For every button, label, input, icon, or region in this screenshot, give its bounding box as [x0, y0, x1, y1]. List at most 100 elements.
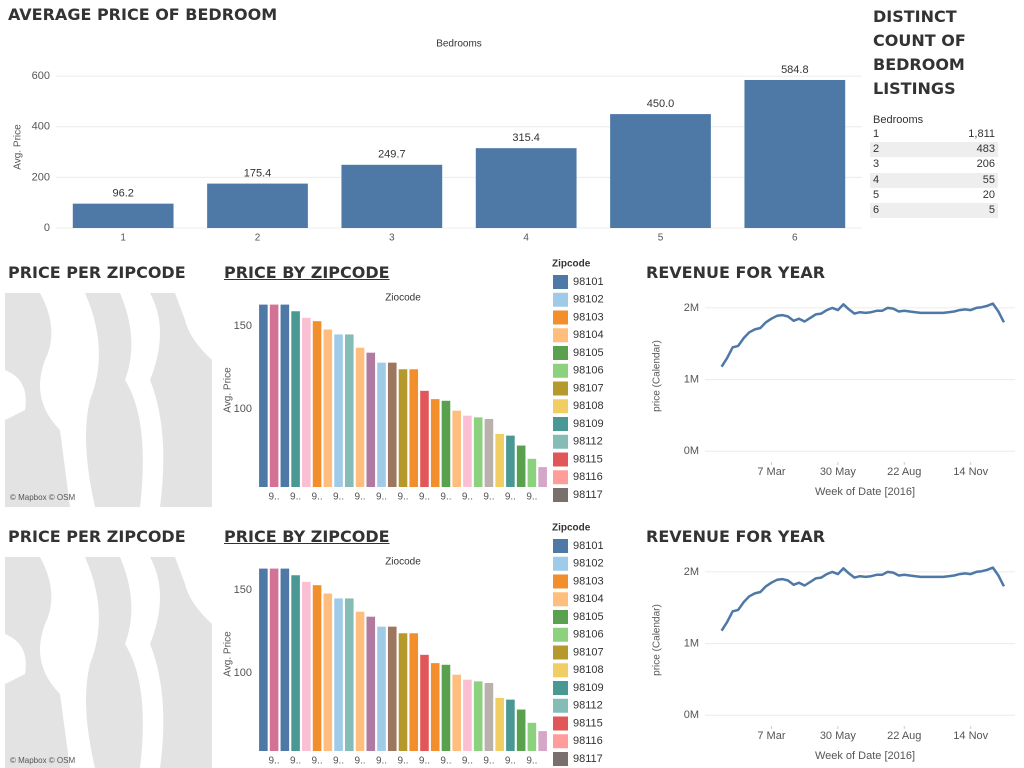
- x-tick-label: 9..: [526, 756, 537, 767]
- table-row: 1 1,811: [870, 127, 998, 142]
- bar: [463, 415, 472, 487]
- bar: [506, 435, 515, 487]
- legend-swatch: [553, 752, 568, 766]
- bar: [452, 674, 461, 751]
- y-tick-label: 100: [234, 403, 252, 415]
- line: [720, 566, 1006, 632]
- legend-swatch: [553, 381, 568, 396]
- bar: [610, 114, 711, 228]
- legend-label: 98102: [573, 294, 604, 306]
- x-tick-label: 9..: [505, 756, 516, 767]
- legend-label: 98102: [573, 558, 604, 570]
- legend-label: 98109: [573, 682, 604, 694]
- table-cell: 5: [988, 203, 995, 216]
- y-axis-label: price (Calendar): [652, 604, 663, 676]
- bar: [334, 334, 343, 487]
- x-tick-label: 9..: [290, 756, 301, 767]
- legend-swatch: [553, 681, 568, 695]
- bar: [398, 369, 408, 487]
- x-header: Ziocode: [385, 557, 421, 568]
- x-tick-label: 9..: [526, 492, 537, 503]
- bar: [259, 304, 268, 487]
- table-header: Bedrooms: [873, 114, 924, 126]
- legend-label: 98107: [573, 382, 604, 394]
- x-tick-label: 9..: [269, 492, 280, 503]
- bar: [72, 203, 174, 228]
- y-tick-label: 1M: [684, 373, 699, 385]
- bar: [291, 575, 300, 751]
- legend-label: 98117: [573, 489, 603, 501]
- y-tick-label: 200: [32, 171, 50, 183]
- x-header: Bedrooms: [436, 39, 482, 50]
- bar: [259, 568, 268, 751]
- legend-swatch: [553, 328, 568, 343]
- x-tick-label: 9..: [333, 756, 344, 767]
- legend-swatch: [553, 346, 568, 360]
- bar: [538, 731, 547, 751]
- legend-label: 98116: [573, 471, 603, 483]
- map-title: PRICE PER ZIPCODE: [8, 527, 186, 546]
- x-tick-label: 5: [658, 233, 664, 244]
- bar: [366, 352, 376, 487]
- legend-swatch: [553, 488, 568, 502]
- x-tick-label: 9..: [419, 756, 430, 767]
- bar: [484, 419, 494, 487]
- x-tick-label: 9..: [483, 492, 494, 503]
- table-row: 2 483: [870, 142, 998, 158]
- x-tick-label: 1: [120, 233, 126, 244]
- bar: [441, 400, 451, 487]
- bar: [323, 329, 333, 487]
- y-tick-label: 2M: [684, 302, 699, 314]
- bar: [366, 616, 376, 751]
- x-tick-label: 3: [389, 233, 395, 244]
- bar: [473, 417, 483, 487]
- x-header: Ziocode: [385, 293, 421, 304]
- table-row: 3 206: [870, 157, 998, 172]
- bar: [269, 304, 279, 487]
- bar: [377, 362, 386, 487]
- legend-label: 98109: [573, 418, 604, 430]
- bar: [207, 183, 308, 228]
- chart-title[interactable]: PRICE BY ZIPCODE: [224, 527, 390, 546]
- y-axis-label: Avg. Price: [223, 367, 234, 413]
- value-label: 450.0: [647, 98, 675, 110]
- bar: [430, 399, 440, 487]
- legend-swatch: [553, 292, 568, 307]
- legend-swatch: [553, 610, 568, 624]
- legend-title: Zipcode: [552, 523, 591, 534]
- x-tick-label: 9..: [419, 492, 430, 503]
- map-attribution: © Mapbox © OSM: [10, 756, 75, 765]
- legend-swatch: [553, 417, 568, 431]
- bar: [291, 311, 300, 487]
- legend-label: 98108: [573, 400, 604, 412]
- bar: [452, 410, 461, 487]
- chart-title: REVENUE FOR YEAR: [646, 527, 826, 546]
- legend-swatch: [553, 434, 568, 449]
- value-label: 584.8: [781, 64, 809, 76]
- y-axis-label: price (Calendar): [652, 340, 663, 412]
- bar: [312, 585, 322, 751]
- legend-label: 98101: [573, 276, 604, 288]
- y-tick-label: 0M: [684, 709, 699, 721]
- bar: [744, 79, 846, 228]
- y-tick-label: 150: [234, 320, 252, 332]
- bar: [377, 626, 386, 751]
- table-row: 5 20: [870, 188, 998, 203]
- x-tick-label: 9..: [505, 492, 516, 503]
- chart-title[interactable]: PRICE BY ZIPCODE: [224, 263, 390, 282]
- bar: [527, 722, 537, 751]
- legend-label: 98106: [573, 629, 604, 641]
- bar: [516, 709, 526, 751]
- legend-label: 98106: [573, 365, 604, 377]
- x-tick-label: 7 Mar: [757, 730, 785, 742]
- table-cell: 1: [873, 128, 880, 140]
- bar: [441, 664, 451, 751]
- legend-swatch: [553, 399, 568, 414]
- table-cell: 55: [982, 173, 995, 186]
- x-tick-label: 9..: [376, 756, 387, 767]
- bar: [538, 467, 547, 487]
- bar: [302, 581, 311, 751]
- y-axis-label: Avg. Price: [223, 631, 234, 677]
- x-tick-label: 9..: [312, 492, 323, 503]
- legend-swatch: [553, 734, 568, 749]
